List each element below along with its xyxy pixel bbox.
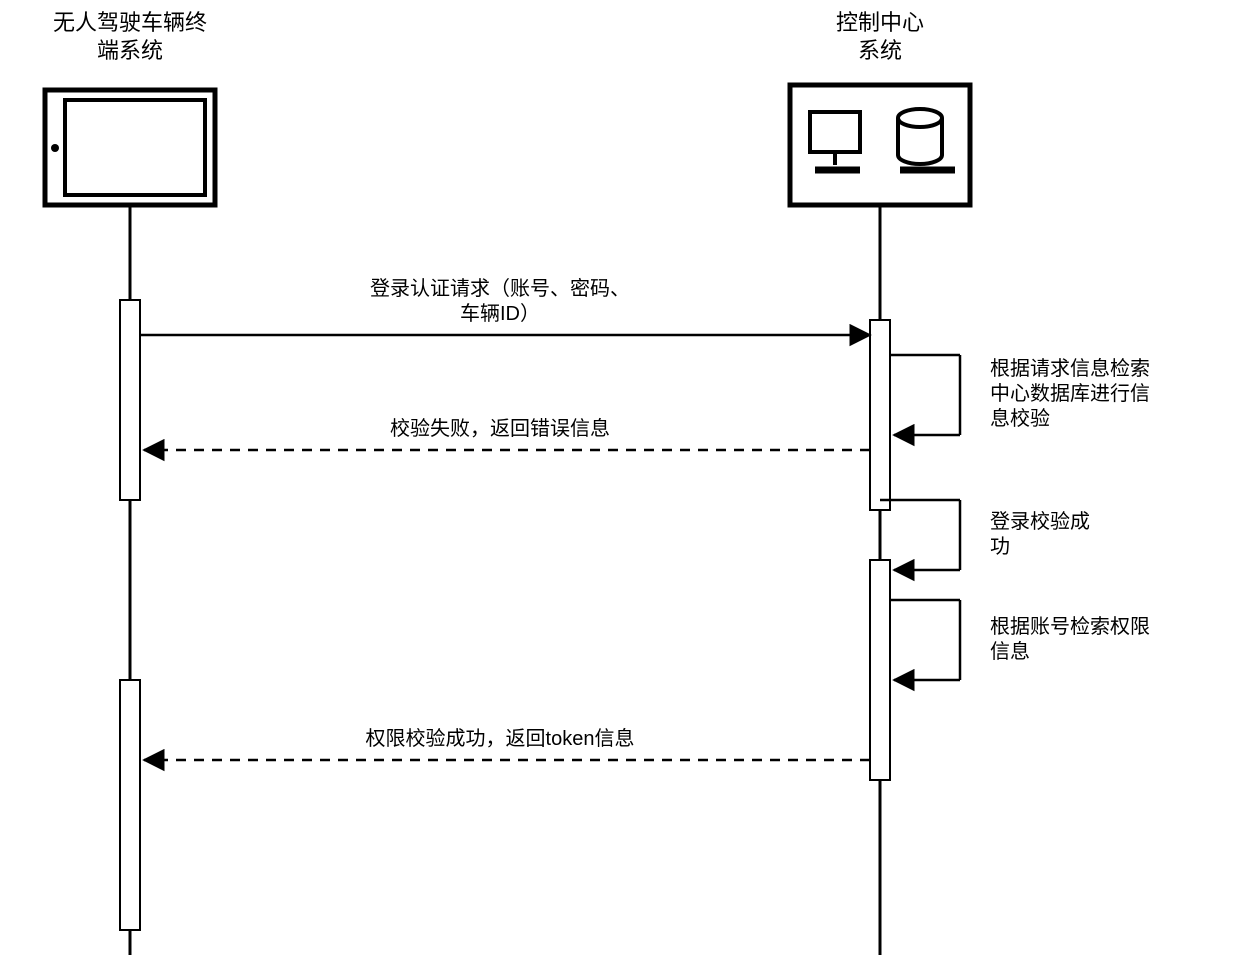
lifeline-left-title-2: 端系统	[97, 38, 163, 63]
activation-bar	[870, 320, 890, 510]
message-verify-fail: 校验失败，返回错误信息	[144, 417, 870, 450]
lifeline-right: 控制中心 系统	[790, 10, 970, 955]
server-icon	[790, 85, 970, 205]
message-login-request: 登录认证请求（账号、密码、 车辆ID）	[140, 277, 870, 335]
lifeline-right-title-2: 系统	[858, 38, 902, 63]
lifeline-left: 无人驾驶车辆终 端系统	[45, 10, 215, 955]
selfcall-label: 登录校验成	[990, 510, 1090, 533]
sequence-diagram: 无人驾驶车辆终 端系统 控制中心 系统	[0, 0, 1240, 964]
tablet-icon	[45, 90, 215, 205]
lifeline-right-title-1: 控制中心	[836, 10, 924, 35]
message-label: 权限校验成功，返回token信息	[366, 727, 635, 750]
selfcall-label: 中心数据库进行信	[990, 382, 1150, 405]
selfcall-db-verify: 根据请求信息检索 中心数据库进行信 息校验	[890, 355, 1150, 435]
selfcall-login-success: 登录校验成 功	[880, 500, 1090, 570]
lifeline-left-title-1: 无人驾驶车辆终	[53, 10, 207, 35]
selfcall-label: 根据账号检索权限	[990, 615, 1150, 638]
message-token-return: 权限校验成功，返回token信息	[144, 727, 870, 760]
selfcall-label: 息校验	[990, 407, 1050, 430]
selfcall-label: 信息	[990, 640, 1030, 663]
selfcall-label: 根据请求信息检索	[990, 357, 1150, 380]
message-label: 车辆ID）	[460, 302, 540, 325]
message-label: 登录认证请求（账号、密码、	[370, 277, 630, 300]
activation-bar	[120, 300, 140, 500]
activation-bar	[870, 560, 890, 780]
activation-bar	[120, 680, 140, 930]
selfcall-permission-lookup: 根据账号检索权限 信息	[890, 600, 1150, 680]
selfcall-label: 功	[990, 535, 1010, 558]
message-label: 校验失败，返回错误信息	[390, 417, 610, 440]
